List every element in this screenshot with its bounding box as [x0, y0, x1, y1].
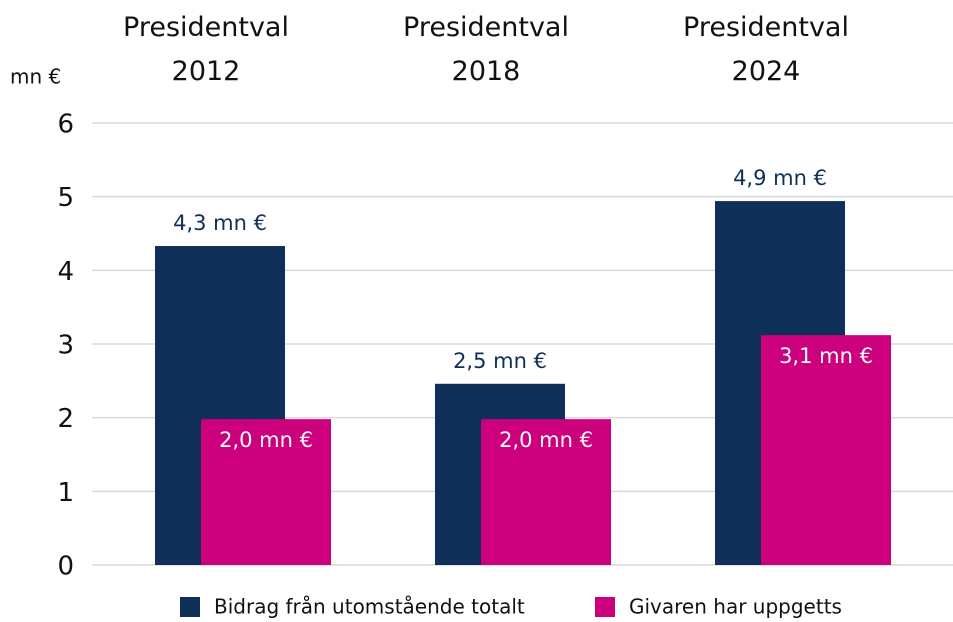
legend-swatch — [180, 597, 200, 617]
y-tick-label: 3 — [57, 331, 74, 361]
y-tick-label: 1 — [57, 478, 74, 508]
y-tick-label: 6 — [57, 110, 74, 140]
y-tick-label: 2 — [57, 404, 74, 434]
y-tick-label: 5 — [57, 183, 74, 213]
data-label: 2,5 mn € — [453, 349, 547, 373]
data-label: 4,3 mn € — [173, 211, 267, 235]
bar — [201, 419, 331, 565]
data-label: 3,1 mn € — [779, 344, 873, 368]
y-tick-label: 0 — [57, 552, 74, 582]
y-tick-label: 4 — [57, 257, 74, 287]
x-tick-label: Presidentval 2024 — [683, 12, 849, 87]
x-tick-label: Presidentval 2018 — [403, 12, 569, 87]
data-label: 2,0 mn € — [499, 428, 593, 452]
y-axis-label: mn € — [10, 65, 61, 89]
legend-swatch — [595, 597, 615, 617]
x-tick-label: Presidentval 2012 — [123, 12, 289, 87]
bar — [481, 419, 611, 565]
data-label: 2,0 mn € — [219, 428, 313, 452]
legend-label: Bidrag från utomstående totalt — [214, 595, 525, 619]
bar — [761, 335, 891, 565]
data-label: 4,9 mn € — [733, 166, 827, 190]
legend-label: Givaren har uppgetts — [629, 595, 842, 619]
